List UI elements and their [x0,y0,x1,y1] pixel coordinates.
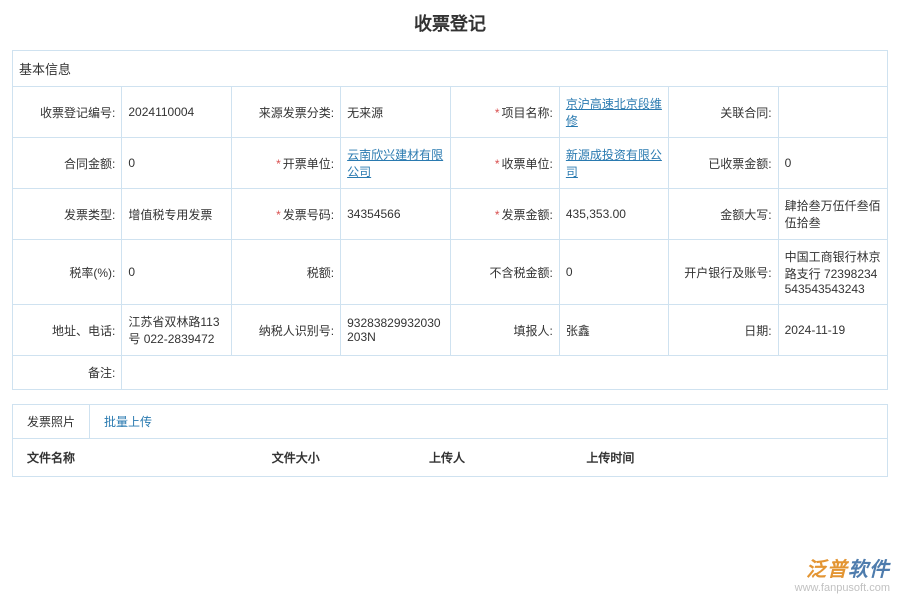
attach-tab[interactable]: 发票照片 [13,405,90,438]
bank-value: 中国工商银行林京路支行 723982345435435432​43 [778,240,887,305]
filler-value: 张鑫 [559,305,668,356]
contract-value [778,87,887,138]
addr-label: 地址、电话: [13,305,122,356]
issuer-label: *开票单位: [231,138,340,189]
amount-cn-label: 金额大写: [669,189,778,240]
attachment-section: 发票照片 批量上传 文件名称 文件大小 上传人 上传时间 [12,404,888,477]
watermark: 泛普软件 www.fanpusoft.com [795,553,890,594]
issuer-link[interactable]: 云南欣兴建材有限公司 [347,148,443,179]
filler-label: 填报人: [450,305,559,356]
col-uploader: 上传人 [415,439,572,476]
project-label: *项目名称: [450,87,559,138]
tax-rate-label: 税率(%): [13,240,122,305]
tax-value [341,240,450,305]
basic-info-table: 基本信息 收票登记编号: 2024110004 来源发票分类: 无来源 *项目名… [12,50,888,390]
reg-no-label: 收票登记编号: [13,87,122,138]
received-amount-label: 已收票金额: [669,138,778,189]
bank-label: 开户银行及账号: [669,240,778,305]
col-uploadtime: 上传时间 [572,439,887,476]
invoice-type-value: 增值税专用发票 [122,189,231,240]
date-label: 日期: [669,305,778,356]
contract-amount-value: 0 [122,138,231,189]
invoice-amount-label: *发票金额: [450,189,559,240]
receiver-label: *收票单位: [450,138,559,189]
remark-label: 备注: [13,356,122,390]
remark-value [122,356,888,390]
tax-label: 税额: [231,240,340,305]
addr-value: 江苏省双林路113号 022-2839472 [122,305,231,356]
project-link[interactable]: 京沪高速北京段维修 [566,97,662,128]
contract-amount-label: 合同金额: [13,138,122,189]
source-cat-label: 来源发票分类: [231,87,340,138]
ex-tax-value: 0 [559,240,668,305]
receiver-link[interactable]: 新源成投资有限公司 [566,148,662,179]
tax-id-value: 932838299320​30203N [341,305,450,356]
amount-cn-value: 肆拾叁万伍仟叁佰伍拾叁 [778,189,887,240]
page-title: 收票登记 [0,0,900,50]
reg-no-value: 2024110004 [122,87,231,138]
section-basic-header: 基本信息 [13,51,888,87]
tax-rate-value: 0 [122,240,231,305]
col-filesize: 文件大小 [258,439,415,476]
tax-id-label: 纳税人识别号: [231,305,340,356]
col-filename: 文件名称 [13,439,258,476]
source-cat-value: 无来源 [341,87,450,138]
batch-upload-button[interactable]: 批量上传 [90,405,166,438]
attachment-table: 文件名称 文件大小 上传人 上传时间 [13,439,887,476]
contract-label: 关联合同: [669,87,778,138]
ex-tax-label: 不含税金额: [450,240,559,305]
invoice-no-value: 34354566 [341,189,450,240]
date-value: 2024-11-19 [778,305,887,356]
invoice-amount-value: 435,353.00 [559,189,668,240]
received-amount-value: 0 [778,138,887,189]
invoice-no-label: *发票号码: [231,189,340,240]
invoice-type-label: 发票类型: [13,189,122,240]
